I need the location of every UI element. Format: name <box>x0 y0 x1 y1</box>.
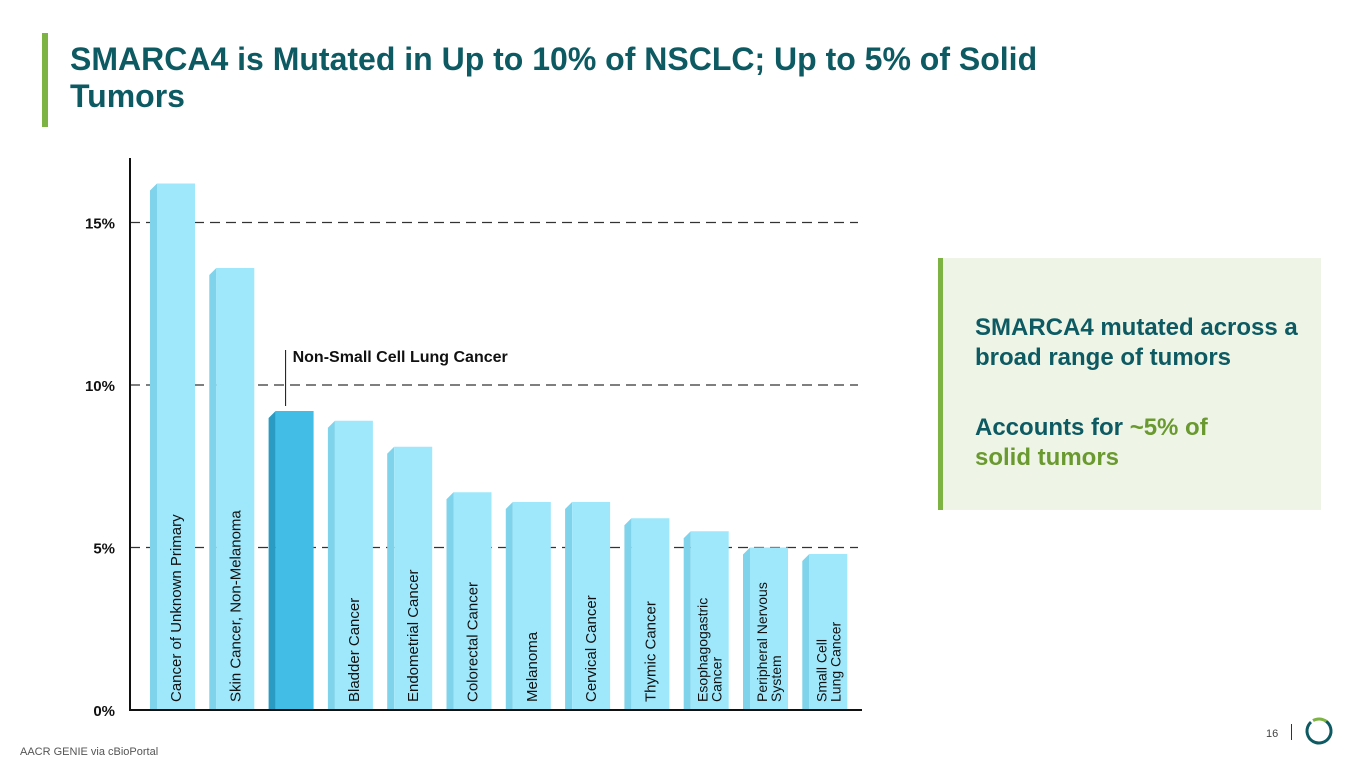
y-tick-label: 10% <box>85 378 115 395</box>
bar-label: Bladder Cancer <box>346 598 363 702</box>
bar <box>216 268 255 710</box>
source-note: AACR GENIE via cBioPortal <box>20 746 159 758</box>
bar <box>512 502 551 710</box>
bar-label: Esophagogastric <box>695 598 711 702</box>
slide-title: SMARCA4 is Mutated in Up to 10% of NSCLC… <box>70 41 1038 114</box>
bar <box>157 183 195 710</box>
y-tick-label: 15% <box>85 216 115 233</box>
bar-label: Small Cell <box>813 639 829 702</box>
callout-line-2-prefix: Accounts for <box>975 414 1130 441</box>
bar <box>631 518 670 710</box>
callout-highlight: ~5% of <box>1129 414 1208 441</box>
bar <box>690 531 729 710</box>
y-tick-label: 5% <box>93 541 115 558</box>
bar-side <box>743 547 750 710</box>
bar-side <box>565 502 573 710</box>
bar <box>453 492 492 710</box>
bar-side <box>446 492 454 710</box>
bar-label: System <box>768 655 784 702</box>
callout-line-1: SMARCA4 mutated across a broad range of … <box>975 314 1298 371</box>
bar <box>572 502 611 710</box>
bar-side <box>802 554 810 710</box>
bar-label: Cervical Cancer <box>583 595 600 702</box>
bar <box>750 547 788 710</box>
bar <box>394 446 433 710</box>
bar-side <box>150 183 157 710</box>
page-number: 16 <box>1266 728 1279 740</box>
bar-label: Thymic Cancer <box>642 601 659 702</box>
callout-line-2-suffix: solid tumors <box>975 444 1120 471</box>
bar-label: Cancer <box>709 657 725 702</box>
bar-label: Lung Cancer <box>827 621 843 702</box>
bar-label: Colorectal Cancer <box>465 582 482 702</box>
bar-label: Cancer of Unknown Primary <box>168 514 185 702</box>
bar-label: Melanoma <box>524 631 541 702</box>
bar-label: Peripheral Nervous <box>754 582 770 702</box>
title-accent-bar <box>42 33 48 127</box>
bar <box>275 411 314 710</box>
callout-box: SMARCA4 mutated across a broad range of … <box>938 258 1321 510</box>
annotation-label: Non-Small Cell Lung Cancer <box>293 349 508 366</box>
callout-text: SMARCA4 mutated across a broad range of … <box>975 313 1315 473</box>
bar-side <box>505 502 513 710</box>
bar-side <box>624 518 632 710</box>
bar <box>809 554 848 710</box>
bar-side <box>387 446 395 710</box>
callout-line-2: Accounts for ~5% of solid tumors <box>975 413 1315 473</box>
y-tick-label: 0% <box>93 703 115 720</box>
logo-ring-icon <box>1305 717 1333 745</box>
bar-label: Skin Cancer, Non-Melanoma <box>227 510 244 702</box>
bar-side <box>268 411 276 710</box>
bar-label: Endometrial Cancer <box>405 569 422 702</box>
bar-side <box>327 420 335 710</box>
page-separator <box>1291 724 1292 740</box>
bar-side <box>683 531 691 710</box>
bar <box>334 420 373 710</box>
bar-side <box>209 268 217 710</box>
